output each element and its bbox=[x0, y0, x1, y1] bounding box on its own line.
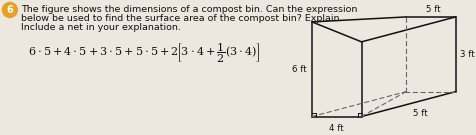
Text: 3 ft: 3 ft bbox=[458, 50, 473, 59]
Text: The figure shows the dimensions of a compost bin. Can the expression: The figure shows the dimensions of a com… bbox=[21, 5, 357, 14]
Text: 5 ft: 5 ft bbox=[412, 109, 426, 118]
Text: 4 ft: 4 ft bbox=[329, 124, 343, 133]
Text: Include a net in your explanation.: Include a net in your explanation. bbox=[21, 23, 180, 32]
Circle shape bbox=[2, 2, 17, 17]
Text: $6 \cdot 5 + 4 \cdot 5 + 3 \cdot 5 + 5 \cdot 5 + 2\!\left[3 \cdot 4 + \dfrac{1}{: $6 \cdot 5 + 4 \cdot 5 + 3 \cdot 5 + 5 \… bbox=[28, 42, 260, 65]
Text: 6: 6 bbox=[7, 5, 13, 15]
Text: 6 ft: 6 ft bbox=[292, 65, 307, 74]
Text: below be used to find the surface area of the compost bin? Explain.: below be used to find the surface area o… bbox=[21, 14, 342, 23]
Text: 5 ft: 5 ft bbox=[425, 5, 439, 14]
